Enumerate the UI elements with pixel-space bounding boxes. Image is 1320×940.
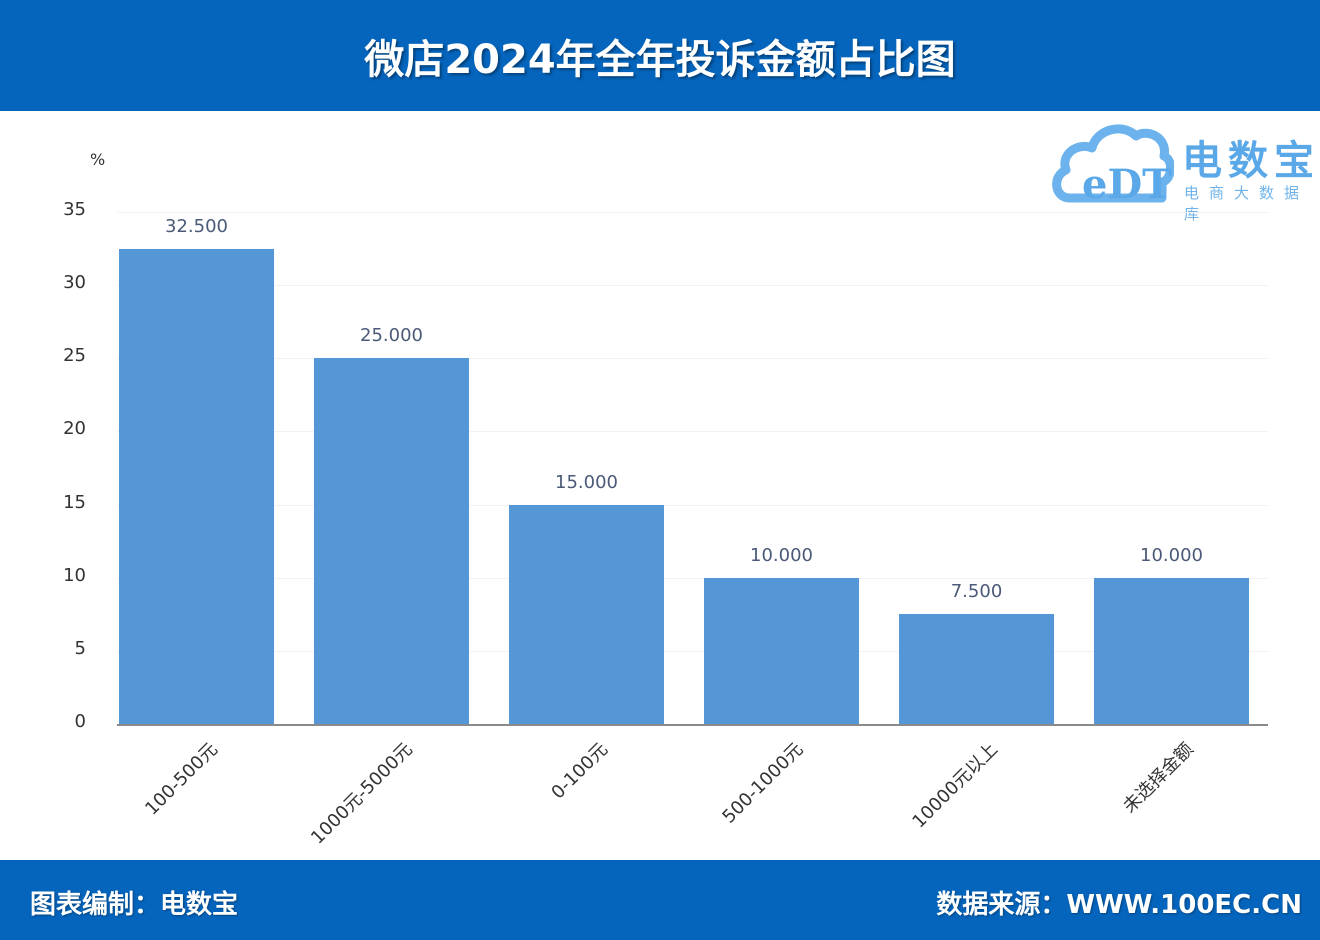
x-axis-line [117,724,1268,726]
logo-name: 电数宝 [1182,138,1320,184]
chart-header: 微店2024年全年投诉金额占比图 [0,0,1320,111]
bar [1094,577,1249,724]
bar [704,577,859,724]
gridline [117,212,1268,213]
footer-credit: 图表编制：电数宝 [30,890,239,920]
footer-source: 数据来源：WWW.100EC.CN [936,890,1302,920]
gridline [117,285,1268,287]
bar-value-label: 10.000 [750,544,813,566]
bar [899,614,1054,724]
y-tick-label: 0 [74,711,86,732]
bar-value-label: 15.000 [555,471,618,493]
y-tick-label: 30 [63,272,86,294]
bar-value-label: 32.500 [165,215,228,237]
gridline [117,431,1268,433]
cloud-logo-icon: eDT [1052,124,1174,206]
y-tick-label: 35 [63,199,86,220]
bar-value-label: 7.500 [950,581,1003,603]
bar-value-label: 10.000 [1140,544,1203,566]
y-tick-label: 15 [63,491,86,513]
y-tick-label: 5 [74,637,86,659]
logo-subtitle: 电商大数据库 [1184,184,1310,223]
gridline [117,504,1268,506]
y-axis-unit: % [90,150,106,169]
bar [119,248,274,724]
logo-mark: eDT [1082,161,1172,206]
brand-logo: eDT 电数宝 电商大数据库 [1052,118,1320,223]
bar [509,504,664,724]
y-tick-label: 10 [63,564,86,586]
chart-footer: 图表编制：电数宝 数据来源：WWW.100EC.CN [0,860,1320,940]
gridline [117,650,1268,652]
bar [314,358,469,724]
bar-value-label: 25.000 [360,325,423,347]
chart-title: 微店2024年全年投诉金额占比图 [364,36,956,83]
y-tick-label: 25 [63,345,86,367]
gridline [117,358,1268,360]
y-tick-label: 20 [63,418,86,440]
gridline [117,577,1268,579]
